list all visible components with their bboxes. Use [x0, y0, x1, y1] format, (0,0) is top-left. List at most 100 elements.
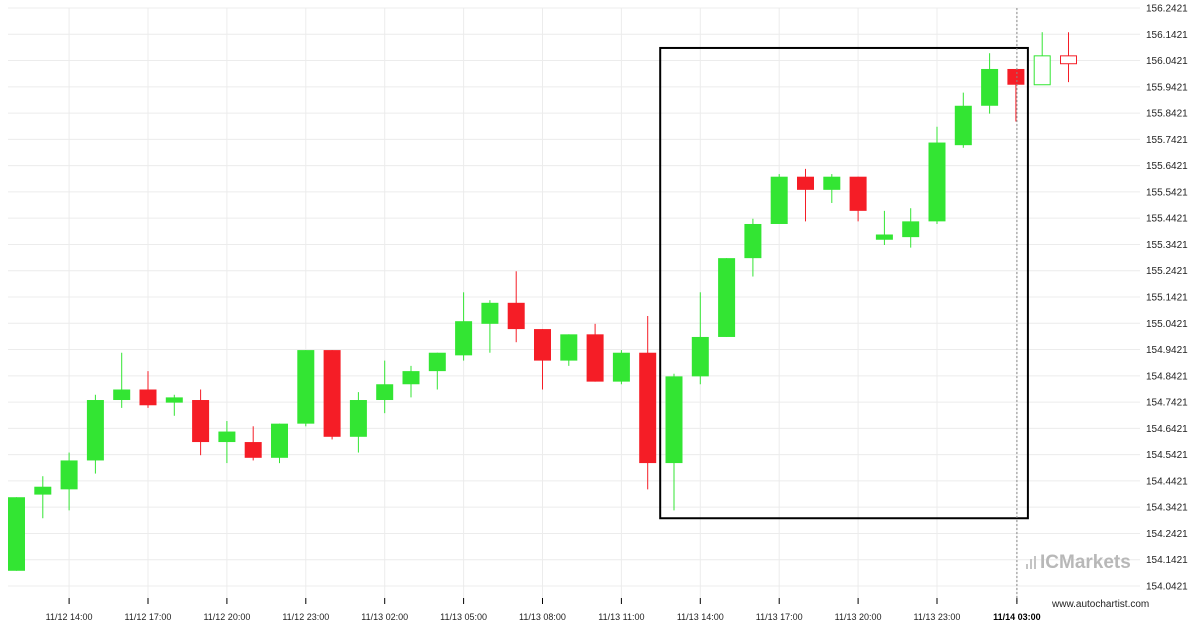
x-tick-label: 11/13 23:00 — [914, 612, 961, 622]
candle — [402, 365, 420, 398]
grid-lines — [8, 7, 1140, 598]
candle — [192, 389, 210, 456]
candle — [560, 334, 578, 366]
candle-body — [244, 442, 262, 458]
x-tick-label: 11/13 05:00 — [440, 612, 487, 622]
candle-body — [612, 352, 630, 382]
y-tick-label: 154.8421 — [1146, 371, 1188, 382]
candle — [849, 176, 867, 222]
candle — [297, 350, 315, 427]
source-url: www.autochartist.com — [1051, 599, 1149, 610]
candle-body — [139, 389, 157, 406]
candle — [612, 350, 630, 385]
candle-body — [86, 400, 104, 461]
x-tick-label: 11/12 17:00 — [125, 612, 172, 622]
x-tick-label: 11/12 14:00 — [46, 612, 93, 622]
y-tick-label: 155.7421 — [1146, 135, 1188, 146]
candle — [718, 258, 736, 337]
candle — [928, 126, 946, 224]
candle — [60, 452, 78, 511]
candle-body — [744, 223, 762, 259]
candle — [1007, 68, 1025, 122]
y-tick-label: 154.2421 — [1146, 529, 1188, 540]
y-tick-label: 156.2421 — [1146, 4, 1188, 15]
candle — [665, 373, 683, 511]
candle — [981, 53, 999, 114]
y-tick-label: 154.9421 — [1146, 345, 1188, 356]
candle — [770, 174, 788, 224]
y-tick-label: 155.8421 — [1146, 109, 1188, 120]
candle-body — [1033, 55, 1051, 86]
candle — [902, 208, 920, 248]
y-tick-label: 154.1421 — [1146, 555, 1188, 566]
y-tick-label: 154.3421 — [1146, 503, 1188, 514]
watermark-ic: IC — [1040, 552, 1059, 573]
y-tick-label: 156.1421 — [1146, 30, 1188, 41]
y-tick-label: 155.3421 — [1146, 240, 1188, 251]
candle-body — [455, 321, 473, 356]
y-tick-label: 155.1421 — [1146, 293, 1188, 304]
x-tick-label: 11/14 03:00 — [993, 612, 1041, 622]
candle — [86, 394, 104, 474]
candle — [797, 168, 814, 222]
candle — [691, 292, 709, 385]
x-tick-label: 11/12 23:00 — [282, 612, 329, 622]
candle-body — [665, 376, 683, 464]
candle — [586, 323, 604, 382]
x-tick-label: 11/13 02:00 — [361, 612, 408, 622]
candle — [744, 218, 762, 277]
candle-body — [954, 105, 972, 146]
candle — [534, 329, 551, 390]
y-axis-ticks: 156.2421 156.1421 156.0421 155.9421 155.8421… — [1146, 4, 1188, 593]
candle — [139, 371, 157, 408]
y-tick-label: 155.4421 — [1146, 214, 1188, 225]
x-axis-ticks: 11/12 14:00 11/12 17:00 11/12 20:00 11/12 2… — [46, 598, 1041, 622]
y-tick-label: 154.4421 — [1146, 476, 1188, 487]
watermark-markets: Markets — [1059, 552, 1131, 573]
candle-body — [8, 497, 25, 571]
y-tick-label: 155.5421 — [1146, 187, 1188, 198]
candle-body — [165, 397, 183, 403]
x-tick-label: 11/13 14:00 — [677, 612, 724, 622]
candle-body — [402, 371, 420, 385]
candle-body — [691, 336, 709, 377]
y-tick-label: 155.6421 — [1146, 161, 1188, 172]
candle-body — [349, 400, 367, 437]
y-tick-label: 154.7421 — [1146, 398, 1188, 409]
candle — [165, 394, 183, 416]
candle — [875, 210, 893, 246]
candle-body — [192, 400, 210, 443]
candle-body — [271, 423, 288, 458]
candle-body — [797, 176, 814, 190]
candle — [271, 423, 288, 464]
x-tick-label: 11/13 08:00 — [519, 612, 566, 622]
y-tick-label: 154.6421 — [1146, 424, 1188, 435]
candle-body — [60, 460, 78, 490]
candle-body — [534, 329, 551, 361]
y-tick-label: 156.0421 — [1146, 56, 1188, 67]
candle — [954, 92, 972, 148]
x-tick-label: 11/12 20:00 — [203, 612, 250, 622]
candle-body — [560, 334, 578, 361]
candle-body — [1007, 68, 1025, 85]
candle — [507, 271, 525, 343]
candle-body — [481, 302, 499, 324]
candle-body — [507, 302, 525, 330]
pattern-highlight-box — [659, 46, 1029, 520]
candle — [428, 352, 446, 390]
candle-body — [902, 221, 920, 238]
candle-body — [718, 258, 736, 337]
candle-body — [875, 234, 893, 240]
bar-chart-icon — [1026, 556, 1036, 569]
candle-body — [297, 350, 315, 424]
candle-body — [928, 142, 946, 222]
candle-body — [770, 176, 788, 224]
candle-body — [218, 431, 236, 443]
candle-body — [376, 384, 394, 401]
candle — [113, 352, 131, 408]
candle-body — [849, 176, 867, 211]
candles — [8, 32, 1077, 571]
y-tick-label: 155.2421 — [1146, 266, 1188, 277]
candle — [218, 421, 236, 464]
